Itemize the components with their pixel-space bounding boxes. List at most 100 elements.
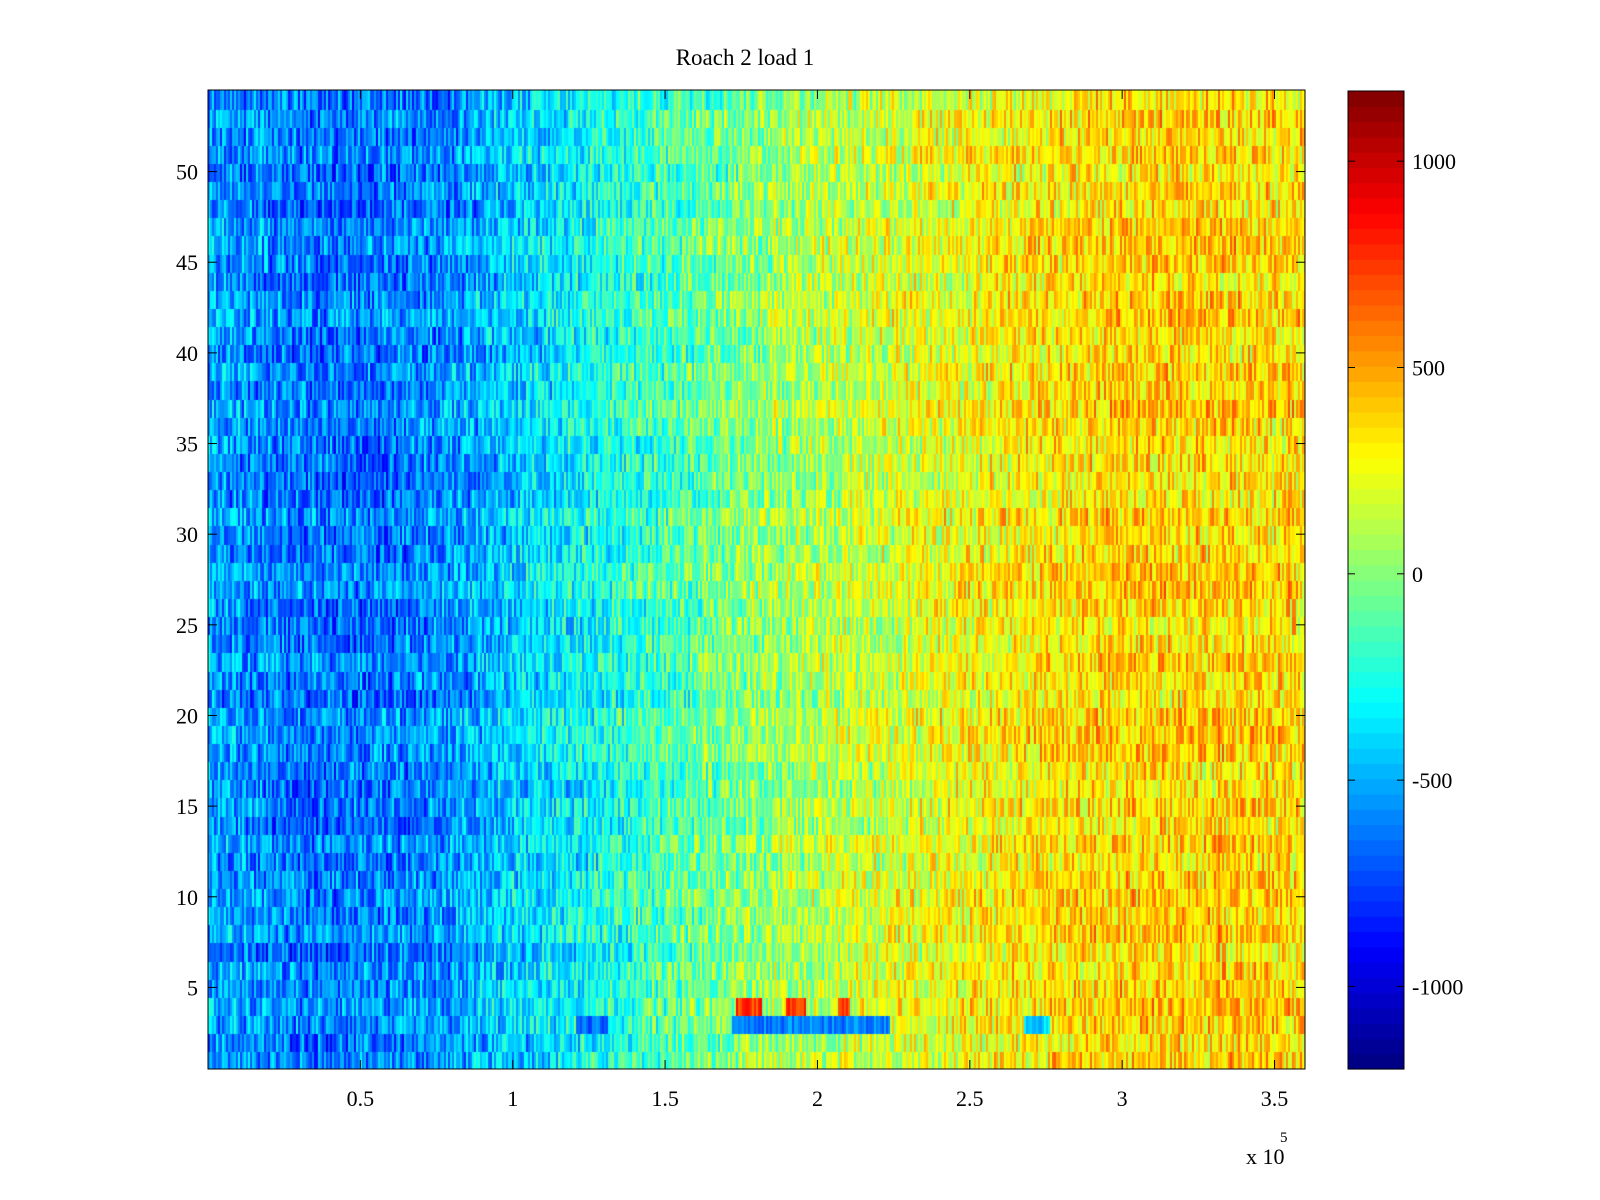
y-tick-label: 50 (176, 160, 198, 185)
x-tick-label: 0.5 (347, 1086, 375, 1111)
x-tick-label: 2.5 (956, 1086, 984, 1111)
colorbar-band (1348, 259, 1404, 275)
colorbar-band (1348, 335, 1404, 352)
colorbar-band (1348, 304, 1404, 321)
y-axis: 5 10 15 20 25 30 35 40 45 50 (176, 160, 1305, 1000)
colorbar-band (1348, 824, 1404, 841)
colorbar-tick-label: 500 (1412, 355, 1445, 380)
y-tick-label: 10 (176, 885, 198, 910)
y-tick-label: 35 (176, 432, 198, 457)
colorbar-tick-label: -1000 (1412, 974, 1463, 999)
colorbar-band (1348, 534, 1404, 551)
colorbar-tick-label: -500 (1412, 768, 1452, 793)
colorbar-band (1348, 396, 1404, 413)
colorbar-band (1348, 182, 1404, 199)
plot-frame (207, 89, 1306, 1070)
colorbar-band (1348, 595, 1404, 612)
colorbar-band (1348, 213, 1404, 230)
colorbar: -1000 -500 0 500 1000 (1347, 90, 1463, 1070)
colorbar-band (1348, 900, 1404, 917)
colorbar-band (1348, 732, 1404, 749)
colorbar-band (1348, 427, 1404, 444)
colorbar-band (1348, 931, 1404, 948)
colorbar-band (1348, 992, 1404, 1009)
colorbar-band (1348, 503, 1404, 520)
colorbar-band (1348, 106, 1404, 123)
y-tick-label: 15 (176, 794, 198, 819)
x-tick-label: 3.5 (1261, 1086, 1289, 1111)
y-tick-label: 5 (187, 975, 198, 1000)
colorbar-band (1348, 1053, 1404, 1070)
colorbar-band (1348, 717, 1404, 734)
colorbar-band (1348, 228, 1404, 245)
colorbar-band (1348, 656, 1404, 673)
colorbar-band (1348, 457, 1404, 474)
colorbar-tick-label: 0 (1412, 562, 1423, 587)
colorbar-band (1348, 564, 1404, 581)
colorbar-band (1348, 809, 1404, 826)
y-tick-label: 40 (176, 341, 198, 366)
colorbar-band (1348, 748, 1404, 764)
colorbar-band (1348, 839, 1404, 856)
colorbar-band (1348, 671, 1404, 688)
y-tick-label: 30 (176, 522, 198, 547)
colorbar-band (1348, 625, 1404, 642)
x-axis-exponent-base: x 10 (1246, 1144, 1285, 1169)
colorbar-band (1348, 350, 1404, 367)
colorbar-band (1348, 167, 1404, 184)
colorbar-frame (1347, 90, 1405, 1070)
colorbar-band (1348, 778, 1404, 795)
colorbar-gradient (1348, 91, 1404, 1070)
y-tick-label: 25 (176, 613, 198, 638)
colorbar-band (1348, 580, 1404, 596)
colorbar-band (1348, 641, 1404, 658)
colorbar-band (1348, 946, 1404, 963)
colorbar-band (1348, 320, 1404, 337)
y-tick-label: 45 (176, 250, 198, 275)
colorbar-band (1348, 121, 1404, 138)
colorbar-band (1348, 473, 1404, 489)
x-axis-exponent-power: 5 (1280, 1130, 1288, 1146)
colorbar-band (1348, 152, 1404, 169)
colorbar-band (1348, 962, 1404, 978)
colorbar-band (1348, 381, 1404, 398)
colorbar-band (1348, 610, 1404, 627)
x-tick-label: 1 (507, 1086, 518, 1111)
colorbar-band (1348, 870, 1404, 887)
colorbar-band (1348, 1023, 1404, 1040)
colorbar-band (1348, 197, 1404, 214)
colorbar-band (1348, 855, 1404, 871)
colorbar-band (1348, 274, 1404, 291)
y-tick-label: 20 (176, 703, 198, 728)
colorbar-band (1348, 243, 1404, 260)
colorbar-band (1348, 977, 1404, 994)
colorbar-band (1348, 702, 1404, 719)
colorbar-band (1348, 136, 1404, 153)
colorbar-band (1348, 793, 1404, 810)
colorbar-band (1348, 289, 1404, 306)
colorbar-band (1348, 91, 1404, 107)
colorbar-ticks: -1000 -500 0 500 1000 (1348, 149, 1463, 999)
colorbar-band (1348, 686, 1404, 703)
plot-area (207, 89, 1306, 1070)
colorbar-band (1348, 442, 1404, 459)
x-tick-label: 2 (812, 1086, 823, 1111)
colorbar-band (1348, 518, 1404, 535)
colorbar-band (1348, 549, 1404, 566)
chart-title: Roach 2 load 1 (676, 45, 815, 70)
colorbar-band (1348, 885, 1404, 902)
x-tick-label: 3 (1117, 1086, 1128, 1111)
x-axis-exponent: x 10 5 (1246, 1130, 1288, 1169)
colorbar-band (1348, 763, 1404, 780)
colorbar-tick-label: 1000 (1412, 149, 1456, 174)
x-axis: 0.5 1 1.5 2 2.5 3 3.5 (347, 90, 1289, 1111)
colorbar-band (1348, 916, 1404, 933)
colorbar-band (1348, 488, 1404, 505)
colorbar-band (1348, 1038, 1404, 1055)
colorbar-band (1348, 411, 1404, 428)
colorbar-band (1348, 366, 1404, 382)
x-tick-label: 1.5 (651, 1086, 679, 1111)
colorbar-band (1348, 1007, 1404, 1024)
heatmap-canvas (208, 90, 1305, 1069)
